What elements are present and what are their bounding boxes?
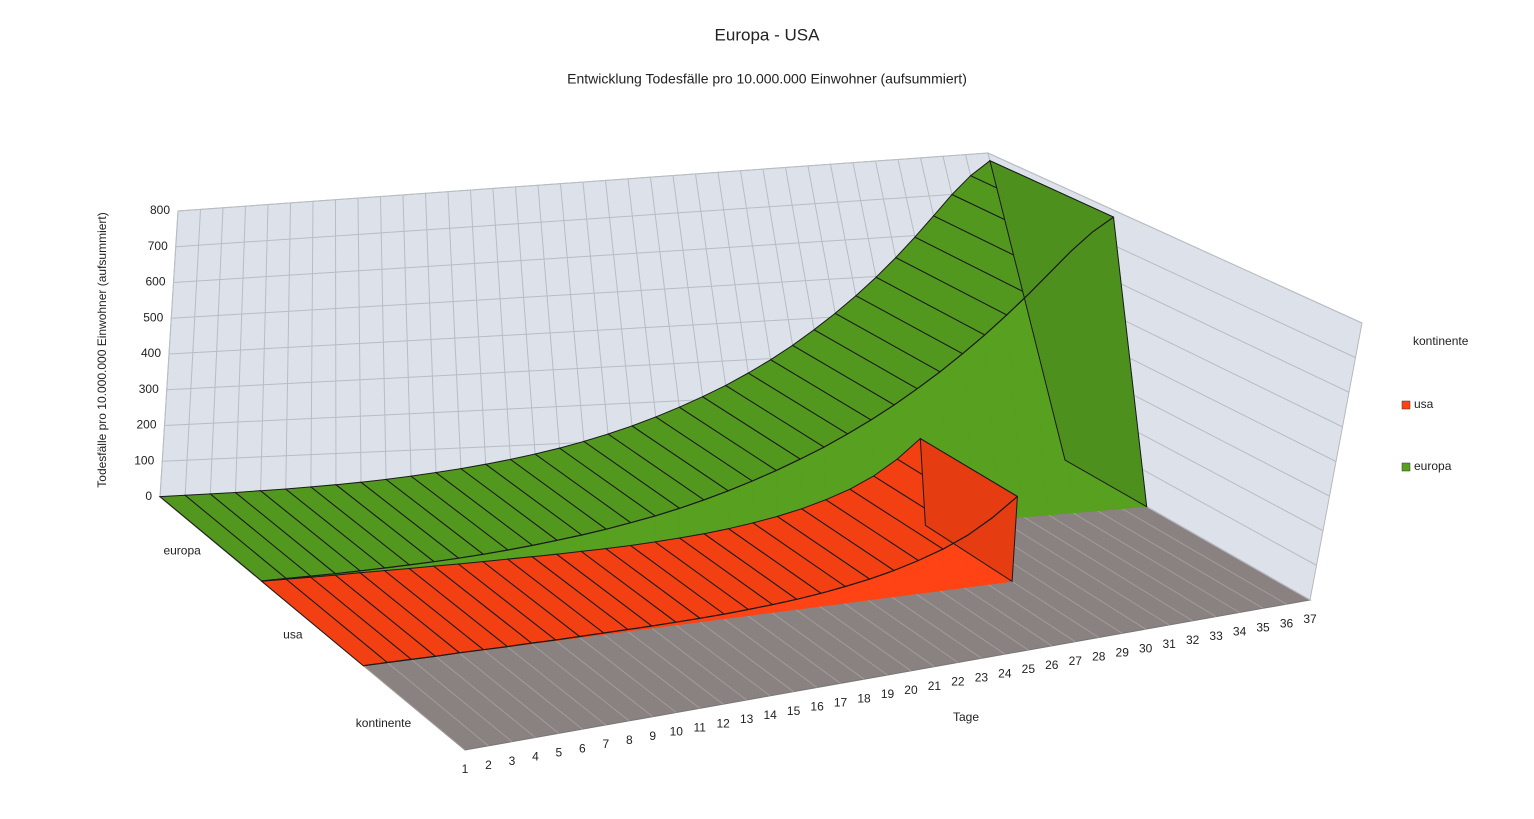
x-tick-label: 19 [881,687,895,701]
x-tick-label: 9 [649,729,656,743]
x-tick-label: 30 [1139,641,1153,655]
x-tick-label: 22 [951,675,965,689]
x-tick-label: 31 [1162,637,1176,651]
x-axis-title: Tage [953,710,979,724]
x-tick-label: 33 [1209,629,1223,643]
y-tick-label: 500 [143,310,163,324]
x-tick-label: 26 [1045,658,1059,672]
y-tick-label: 700 [148,239,168,253]
z-axis-title: kontinente [356,716,412,730]
grid-line [177,152,989,212]
x-tick-label: 8 [626,733,633,747]
x-tick-label: 21 [928,679,942,693]
legend-label: usa [1414,397,1434,411]
x-tick-label: 5 [556,746,563,760]
x-tick-label: 29 [1116,646,1130,660]
y-tick-label: 800 [150,203,170,217]
x-tick-label: 13 [740,712,754,726]
legend-label: europa [1414,459,1452,473]
grid-line [987,152,1363,324]
y-tick-label: 300 [139,382,159,396]
chart-title: Europa - USA [715,25,821,44]
grid-line [171,267,1017,319]
series-row-label: europa [163,543,201,557]
y-tick-label: 100 [134,453,154,467]
x-tick-label: 11 [693,721,706,735]
x-tick-label: 3 [509,754,516,768]
x-tick-label: 35 [1256,621,1270,635]
x-tick-label: 34 [1233,625,1247,639]
x-tick-label: 12 [717,716,731,730]
y-tick-label: 600 [145,275,165,289]
x-tick-label: 14 [763,708,777,722]
x-tick-label: 28 [1092,650,1106,664]
series-row-label: usa [283,628,303,642]
x-tick-label: 15 [787,704,801,718]
x-tick-label: 37 [1303,612,1317,626]
legend-title: kontinente [1413,334,1469,348]
x-tick-label: 24 [998,666,1012,680]
area-ridge [363,496,1018,667]
x-tick-label: 17 [834,696,848,710]
x-tick-label: 4 [532,750,539,764]
x-tick-label: 20 [904,683,918,697]
x-tick-label: 1 [462,762,469,776]
area-ridge [261,216,1114,582]
x-tick-label: 10 [670,725,684,739]
x-tick-label: 32 [1186,633,1200,647]
y-tick-label: 200 [136,418,156,432]
x-tick-label: 18 [857,691,871,705]
x-tick-label: 27 [1069,654,1083,668]
y-tick-label: 400 [141,346,161,360]
x-tick-label: 16 [810,700,824,714]
y-tick-label: 0 [145,489,152,503]
grid-line [175,190,998,248]
y-axis-title: Todesfälle pro 10.000.000 Einwohner (auf… [95,212,109,487]
x-tick-label: 36 [1280,616,1294,630]
chart-subtitle: Entwicklung Todesfälle pro 10.000.000 Ei… [567,71,967,87]
x-tick-label: 2 [485,758,492,772]
grid-line [173,229,1008,283]
x-tick-label: 7 [602,737,609,751]
legend-swatch [1401,462,1411,472]
x-tick-label: 23 [975,671,989,685]
legend-swatch [1401,400,1411,410]
x-tick-label: 25 [1022,662,1036,676]
x-tick-label: 6 [579,741,586,755]
